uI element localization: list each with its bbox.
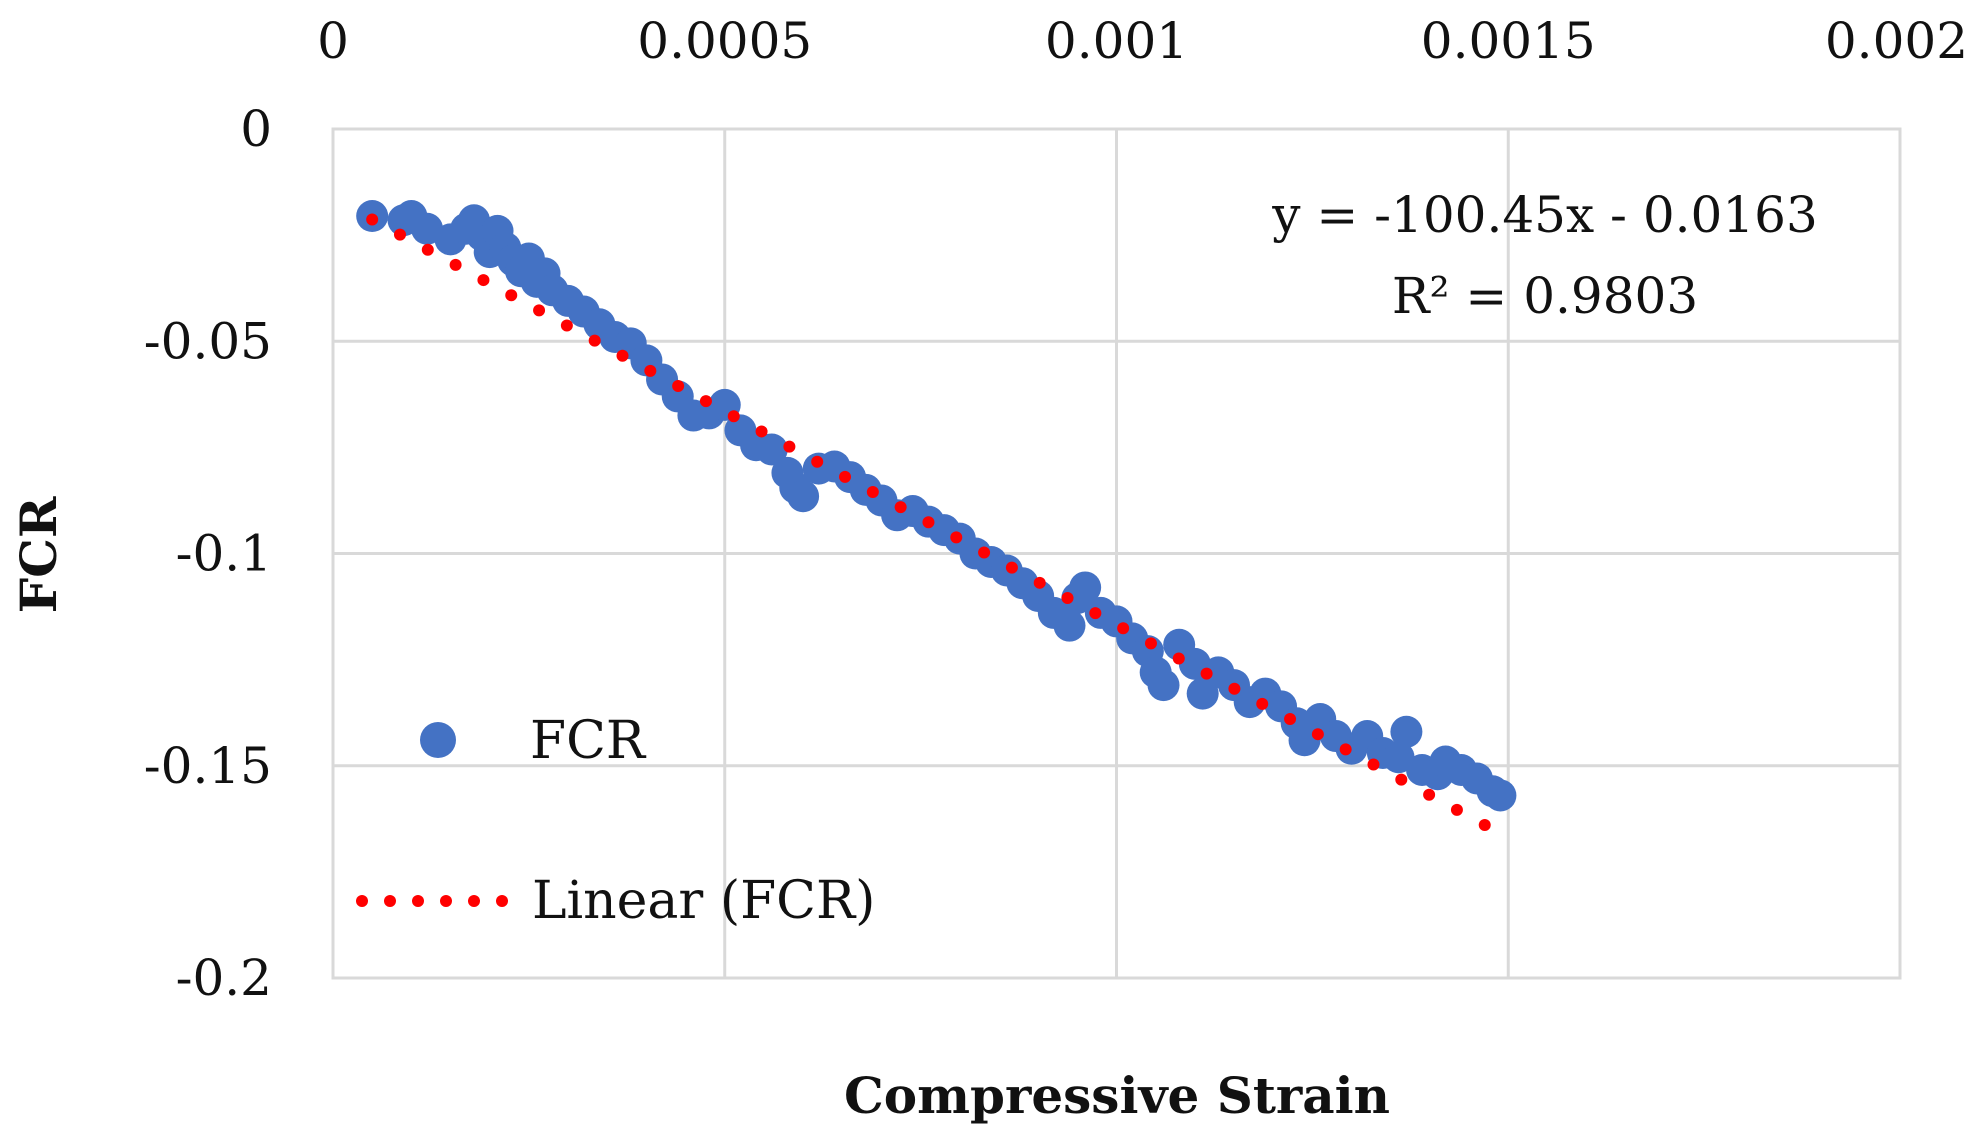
data-point xyxy=(1390,715,1423,748)
legend-dot xyxy=(384,895,396,907)
legend-dot xyxy=(468,895,480,907)
trendline-dot xyxy=(616,349,629,362)
trendline-dot xyxy=(950,531,963,544)
trendline-dot xyxy=(699,395,712,408)
trendline-dot xyxy=(1478,819,1491,832)
trendline-dot xyxy=(1005,561,1018,574)
x-tick-label: 0.0015 xyxy=(1421,12,1596,70)
y-tick-labels: 0 -0.05 -0.1 -0.15 -0.2 xyxy=(144,100,272,1007)
x-axis-title: Compressive Strain xyxy=(844,1066,1390,1125)
trendline-dot xyxy=(533,304,546,317)
data-point xyxy=(395,200,428,233)
trendline-dot xyxy=(588,334,601,347)
legend: FCR Linear (FCR) xyxy=(356,711,875,931)
trendline-dot xyxy=(449,258,462,271)
trendline-dot xyxy=(1061,591,1074,604)
data-point xyxy=(1382,741,1415,774)
trendline-dot xyxy=(894,501,907,514)
trendline-dot xyxy=(560,319,573,332)
trendline-dot xyxy=(727,410,740,423)
y-tick-label: -0.15 xyxy=(144,737,272,795)
trendline-dot xyxy=(1228,682,1241,695)
trendline-equation: y = -100.45x - 0.0163 xyxy=(1271,186,1818,244)
trendline-dot xyxy=(922,516,935,529)
legend-marker-linear xyxy=(356,895,508,907)
trendline-dot xyxy=(477,274,490,287)
trendline-dot xyxy=(866,485,879,498)
trendline-dot xyxy=(505,289,518,302)
legend-dot xyxy=(496,895,508,907)
legend-dot xyxy=(356,895,368,907)
trendline-dot xyxy=(1033,576,1046,589)
trendline-dot xyxy=(1200,667,1213,680)
plot-area-frame xyxy=(331,127,1902,980)
trendline-dot xyxy=(1395,773,1408,786)
x-tick-label: 0.0005 xyxy=(637,12,812,70)
trendline-dot xyxy=(1284,713,1297,726)
trendline-dot xyxy=(755,425,768,438)
trendline-dot xyxy=(1117,622,1130,635)
data-point xyxy=(1147,669,1180,702)
legend-dot xyxy=(412,895,424,907)
trendline-dot xyxy=(1450,803,1463,816)
trendline-dot xyxy=(1311,728,1324,741)
trendline-dot xyxy=(1367,758,1380,771)
x-tick-label: 0 xyxy=(317,12,349,70)
trendline-dot xyxy=(393,228,406,241)
trendline-dot xyxy=(366,213,379,226)
y-tick-label: 0 xyxy=(240,100,272,158)
y-tick-label: -0.1 xyxy=(176,525,272,583)
legend-label-linear: Linear (FCR) xyxy=(532,871,875,931)
y-tick-label: -0.05 xyxy=(144,312,272,370)
trendline-dot xyxy=(672,380,685,393)
trendline-dot xyxy=(978,546,991,559)
x-tick-label: 0.001 xyxy=(1045,12,1188,70)
legend-label-fcr: FCR xyxy=(530,711,647,771)
r-squared-label: R² = 0.9803 xyxy=(1392,267,1698,325)
grid-lines xyxy=(331,127,1902,980)
scatter-series xyxy=(356,200,1517,812)
x-tick-labels: 0 0.0005 0.001 0.0015 0.002 xyxy=(317,12,1968,70)
trendline-dot xyxy=(421,243,434,256)
trendline-dot xyxy=(1339,743,1352,756)
y-tick-label: -0.2 xyxy=(176,949,272,1007)
y-axis-title: FCR xyxy=(9,496,68,613)
trendline-dot xyxy=(839,470,852,483)
trendline-dot xyxy=(811,455,824,468)
trendline-dot xyxy=(1144,637,1157,650)
data-point xyxy=(1053,609,1086,642)
trendline-dot xyxy=(1423,788,1436,801)
trendline-dot xyxy=(644,364,657,377)
legend-marker-fcr xyxy=(420,722,456,758)
trendline-dot xyxy=(1089,607,1102,620)
trendline-dot xyxy=(1172,652,1185,665)
trendline-series xyxy=(366,213,1491,832)
x-tick-label: 0.002 xyxy=(1825,12,1968,70)
data-point xyxy=(1484,779,1517,812)
data-point xyxy=(1069,571,1102,604)
legend-dot xyxy=(440,895,452,907)
trendline-dot xyxy=(783,440,796,453)
trendline-dot xyxy=(1256,697,1269,710)
data-point xyxy=(755,433,788,466)
data-point xyxy=(787,480,820,513)
